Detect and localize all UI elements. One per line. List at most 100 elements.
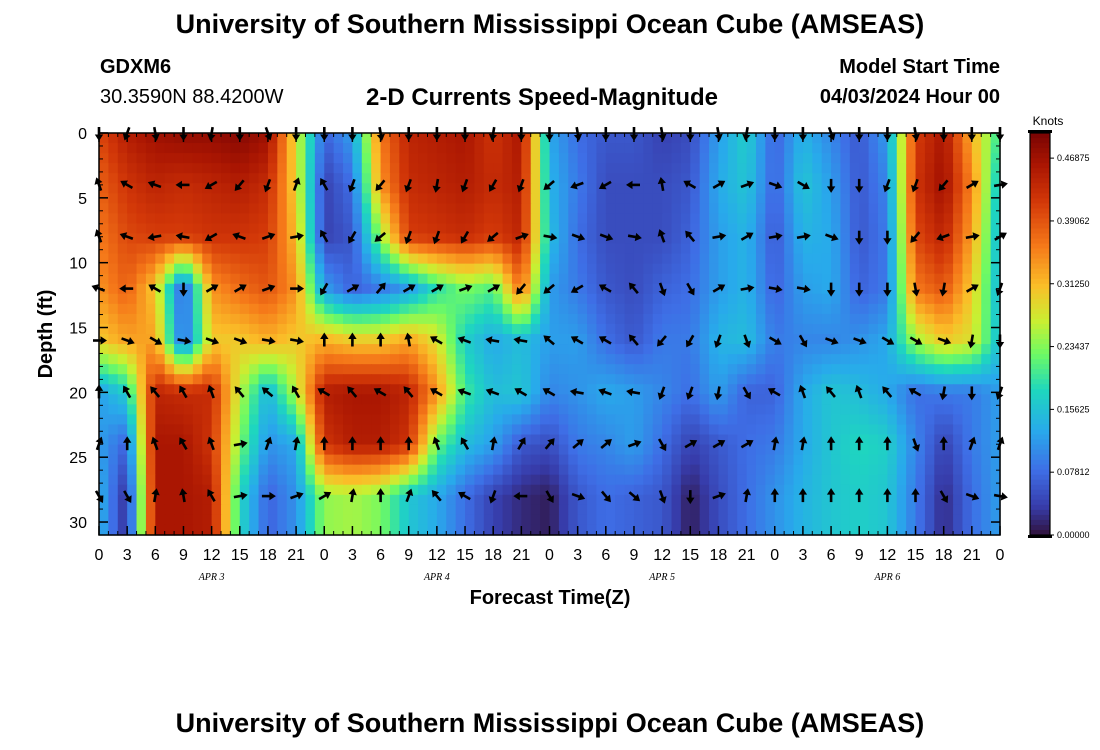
heatmap-cell [577,514,588,526]
heatmap-cell [587,133,598,144]
heatmap-cell [868,183,879,194]
colorbar-swatch [1030,374,1050,380]
current-arrow [570,336,584,345]
colorbar-swatch [1030,459,1050,466]
heatmap-cell [896,253,907,265]
current-arrow [657,177,666,192]
heatmap-cell [221,394,231,405]
heatmap-cell [549,494,560,506]
heatmap-cell [727,374,738,385]
heatmap-cell [202,374,213,385]
heatmap-cell [436,283,447,295]
heatmap-cell [774,263,785,275]
heatmap-cell [784,404,795,415]
heatmap-cell [221,293,231,305]
heatmap-cell [549,173,560,184]
heatmap-cell [540,434,551,446]
heatmap-cell [934,444,945,456]
heatmap-cell [633,424,644,436]
heatmap-cell [877,163,888,174]
y-tick-label: 30 [69,515,87,532]
heatmap-cell [840,233,851,245]
heatmap-cell [690,354,701,365]
heatmap-cell [887,504,898,516]
heatmap-cell [314,354,325,365]
heatmap-cell [117,464,128,476]
heatmap-cell [465,474,476,486]
heatmap-cell [859,434,870,446]
current-arrow [883,436,892,451]
heatmap-cell [249,233,260,245]
heatmap-cell [652,494,663,506]
heatmap-cell [314,133,325,144]
heatmap-cell [727,153,738,164]
heatmap-cell [352,183,363,194]
heatmap-cell [108,404,119,415]
heatmap-cell [821,374,832,385]
colorbar-swatch [1030,208,1050,215]
heatmap-cell [915,213,926,225]
heatmap-cell [286,504,297,516]
heatmap-cell [934,374,945,385]
current-arrow [572,439,584,450]
heatmap-cell [615,524,626,536]
heatmap-cell [136,153,147,164]
heatmap-cell [934,454,945,466]
heatmap-cell [727,233,738,245]
heatmap-cell [183,183,194,194]
heatmap-cell [361,464,372,476]
heatmap-cell [877,464,888,476]
heatmap-cell [192,223,203,235]
heatmap-cell [343,183,354,194]
heatmap-cell [831,514,842,526]
heatmap-cell [605,394,616,405]
heatmap-cell [474,293,485,305]
heatmap-cell [924,313,935,325]
heatmap-cell [784,494,795,506]
heatmap-cell [446,474,457,486]
heatmap-cell [605,374,616,385]
heatmap-cell [699,153,710,164]
heatmap-cell [455,354,466,365]
heatmap-cell [812,213,823,225]
heatmap-cell [239,193,250,204]
heatmap-cell [371,303,382,315]
heatmap-cell [774,404,785,415]
heatmap-cell [324,524,335,536]
heatmap-cell [408,223,419,235]
heatmap-cell [680,474,691,486]
heatmap-cell [605,193,616,204]
heatmap-cell [352,474,363,486]
heatmap-cell [868,143,879,154]
heatmap-cell [483,143,494,154]
heatmap-cell [877,484,888,496]
heatmap-cell [211,163,222,174]
heatmap-cell [633,303,644,315]
heatmap-cell [436,133,447,144]
heatmap-cell [906,283,917,295]
chart-title: University of Southern Mississippi Ocean… [175,9,925,39]
heatmap-cell [333,394,344,405]
heatmap-cell [831,283,842,295]
heatmap-cell [427,404,438,415]
heatmap-cell [352,344,363,355]
heatmap-cell [221,434,231,446]
heatmap-cell [446,404,457,415]
heatmap-cell [633,334,644,345]
heatmap-cell [943,354,954,365]
heatmap-cell [558,203,569,214]
heatmap-cell [746,394,757,405]
heatmap-cell [296,354,307,365]
heatmap-cell [718,354,729,365]
heatmap-cell [333,183,344,194]
heatmap-cell [953,283,964,295]
heatmap-cell [831,253,842,265]
heatmap-cell [521,173,532,184]
heatmap-cell [943,193,954,204]
heatmap-cell [296,484,307,496]
colorbar-swatch [1030,499,1050,506]
heatmap-cell [136,203,147,214]
heatmap-cell [924,484,935,496]
heatmap-cell [643,464,654,476]
heatmap-cell [502,334,513,345]
